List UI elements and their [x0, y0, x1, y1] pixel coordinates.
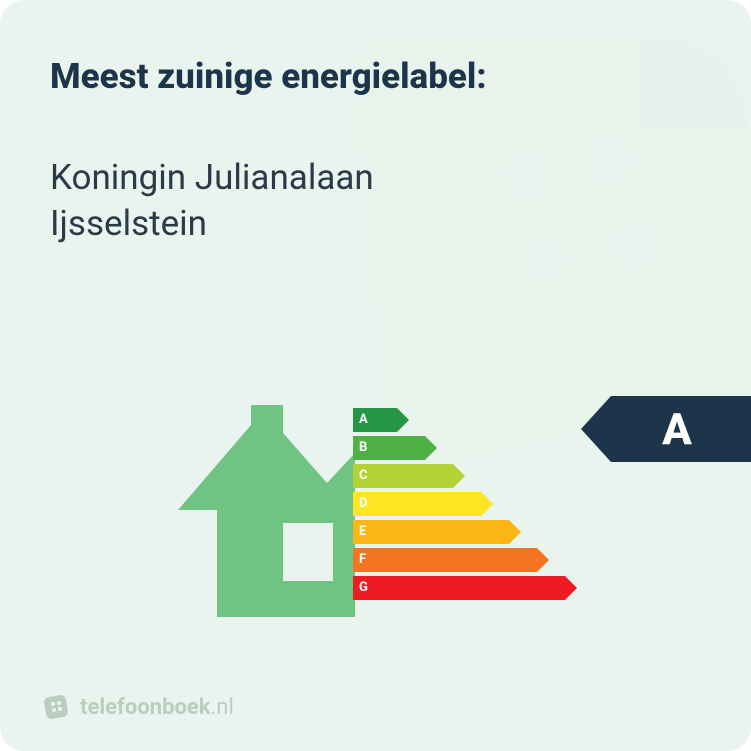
energy-bar-arrow	[481, 492, 493, 516]
rating-badge-letter: A	[662, 403, 692, 455]
address-subtitle: Koningin Julianalaan Ijsselstein	[50, 155, 701, 246]
energy-bar-arrow	[453, 464, 465, 488]
phonebook-icon	[42, 693, 70, 721]
address-line-1: Koningin Julianalaan	[50, 155, 701, 201]
energy-bar-body	[353, 464, 453, 488]
energy-bar-label: F	[359, 548, 366, 572]
energy-bar-label: E	[359, 520, 366, 544]
energy-bar-label: B	[359, 436, 367, 460]
energy-bar-arrow	[425, 436, 437, 460]
energy-bar-arrow	[397, 408, 409, 432]
address-line-2: Ijsselstein	[50, 201, 701, 247]
energy-bar-body	[353, 520, 509, 544]
energy-bar-body	[353, 492, 481, 516]
energy-bar-label: C	[359, 464, 368, 488]
energy-bar-label: D	[359, 492, 367, 516]
energy-bar-arrow	[565, 576, 577, 600]
energy-bar-body	[353, 548, 537, 572]
energy-bar-body	[353, 576, 565, 600]
energy-bar-label: A	[359, 408, 368, 432]
energy-label-card: Meest zuinige energielabel: Koningin Jul…	[0, 0, 751, 751]
rating-badge-arrow	[581, 396, 611, 462]
footer-brand-text: telefoonboek.nl	[80, 695, 234, 720]
rating-badge-body: A	[611, 396, 751, 462]
house-icon	[175, 395, 355, 617]
footer-brand-tld: .nl	[211, 695, 234, 720]
page-title: Meest zuinige energielabel:	[50, 56, 701, 97]
energy-bar-arrow	[509, 520, 521, 544]
energy-bar-arrow	[537, 548, 549, 572]
footer-brand: telefoonboek.nl	[42, 693, 234, 721]
footer-brand-name: telefoonboek	[80, 695, 211, 720]
energy-bar-label: G	[359, 576, 368, 600]
